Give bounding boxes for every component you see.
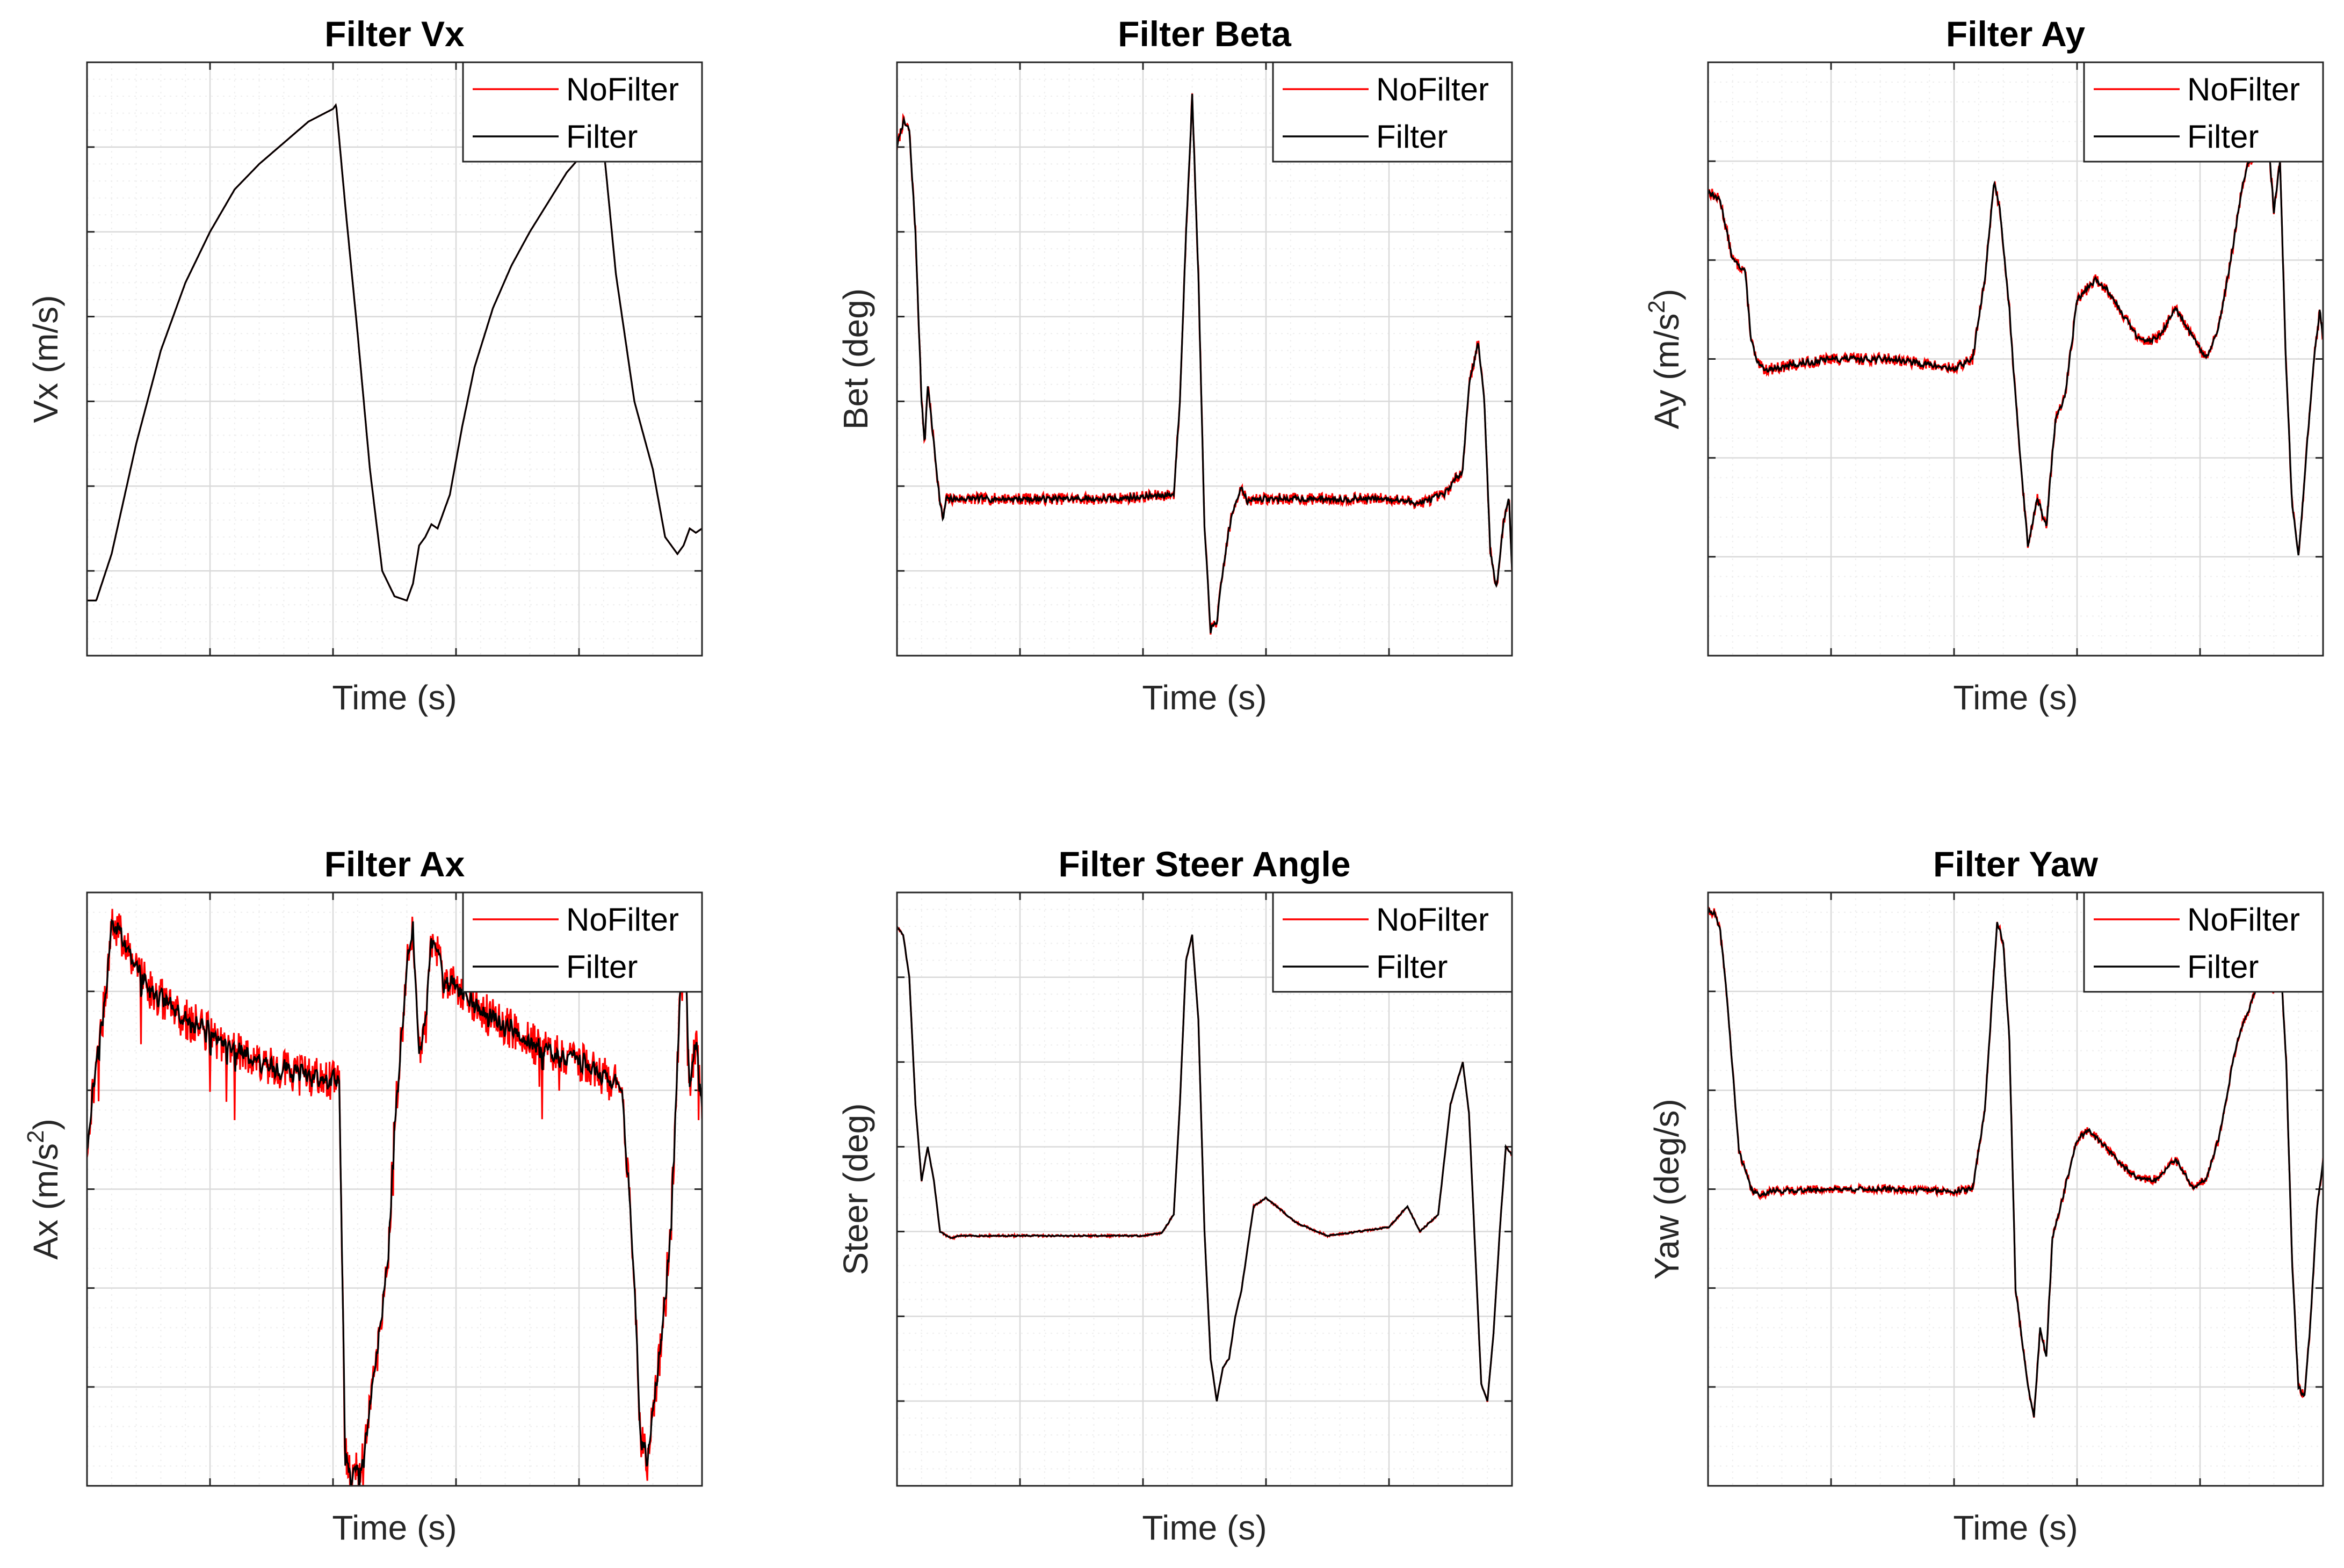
axes-frame <box>1707 891 2324 1487</box>
legend-label-filter: Filter <box>1376 119 1448 155</box>
chart-6: NoFilter Filter Filter Yaw Time (s) Yaw (deg… <box>1647 844 2324 1547</box>
series-filter-line <box>1708 128 2323 556</box>
legend-label-filter: Filter <box>566 949 638 985</box>
chart-title: Filter Yaw <box>1933 844 2099 884</box>
y-axis-label-text: Yaw (deg/s) <box>1647 1099 1686 1280</box>
legend: NoFilter Filter <box>462 891 703 993</box>
chart-title: Filter Vx <box>324 14 465 54</box>
chart-5: NoFilter Filter Filter Steer Angle Time (s)… <box>836 844 1513 1547</box>
y-axis-label-tail: ) <box>26 1119 65 1130</box>
legend-box <box>1272 891 1513 993</box>
legend-box <box>462 891 703 993</box>
legend-label-nofilter: NoFilter <box>566 902 679 938</box>
legend-label-nofilter: NoFilter <box>2187 71 2300 107</box>
chart-1: NoFilter Filter Filter Vx Time (s) Vx (m/s) <box>26 14 703 717</box>
x-axis-label: Time (s) <box>1953 1508 2078 1547</box>
grid <box>87 892 702 1486</box>
x-axis-label: Time (s) <box>1142 678 1267 717</box>
axes-frame <box>86 61 703 657</box>
axes-frame <box>896 61 1513 657</box>
series-filter-line <box>87 918 702 1486</box>
legend-label-filter: Filter <box>2187 119 2259 155</box>
axes-frame <box>896 891 1513 1487</box>
grid <box>87 62 702 656</box>
legend-box <box>2083 891 2324 993</box>
axes-frame <box>86 891 703 1487</box>
legend-label-nofilter: NoFilter <box>1376 902 1489 938</box>
series-filter-line <box>1708 907 2323 1418</box>
chart-title: Filter Ay <box>1946 14 2085 54</box>
x-axis-label: Time (s) <box>1953 678 2078 717</box>
legend-box <box>1272 61 1513 163</box>
y-axis-label-text: Ax (m/s <box>26 1143 65 1260</box>
chart-title: Filter Steer Angle <box>1058 844 1350 884</box>
axes-frame <box>1707 61 2324 657</box>
y-axis-label: Steer (deg) <box>836 1103 875 1275</box>
legend: NoFilter Filter <box>462 61 703 163</box>
x-axis-label: Time (s) <box>332 678 457 717</box>
series-filter-line <box>897 93 1512 634</box>
y-axis-label-text: Vx (m/s) <box>26 295 65 423</box>
legend-label-filter: Filter <box>566 119 638 155</box>
legend-label-nofilter: NoFilter <box>2187 902 2300 938</box>
y-axis-label-superscript: 2 <box>1644 300 1670 313</box>
y-axis-label-superscript: 2 <box>23 1130 49 1143</box>
legend: NoFilter Filter <box>2083 61 2324 163</box>
legend: NoFilter Filter <box>1272 891 1513 993</box>
legend-box <box>462 61 703 163</box>
legend-label-nofilter: NoFilter <box>566 71 679 107</box>
x-axis-label: Time (s) <box>332 1508 457 1547</box>
chart-title: Filter Ax <box>324 844 465 884</box>
legend-label-nofilter: NoFilter <box>1376 71 1489 107</box>
chart-2: NoFilter Filter Filter Beta Time (s) Bet (de… <box>836 14 1513 717</box>
chart-4: NoFilter Filter Filter Ax Time (s) Ax (m/s2) <box>23 844 703 1547</box>
y-axis-label-tail: ) <box>1647 289 1686 300</box>
legend-label-filter: Filter <box>2187 949 2259 985</box>
y-axis-label-text: Bet (deg) <box>836 288 875 430</box>
legend: NoFilter Filter <box>1272 61 1513 163</box>
legend-label-filter: Filter <box>1376 949 1448 985</box>
chart-3: NoFilter Filter Filter Ay Time (s) Ay (m/s2) <box>1644 14 2324 717</box>
legend-box <box>2083 61 2324 163</box>
chart-title: Filter Beta <box>1118 14 1292 54</box>
grid <box>897 62 1512 656</box>
y-axis-label: Ax (m/s2) <box>23 1119 65 1260</box>
y-axis-label: Bet (deg) <box>836 288 875 430</box>
y-axis-label: Yaw (deg/s) <box>1647 1099 1686 1280</box>
y-axis-label-text: Ay (m/s <box>1647 314 1686 430</box>
y-axis-label-text: Steer (deg) <box>836 1103 875 1275</box>
y-axis-label: Ay (m/s2) <box>1644 289 1686 430</box>
y-axis-label: Vx (m/s) <box>26 295 65 423</box>
legend: NoFilter Filter <box>2083 891 2324 993</box>
x-axis-label: Time (s) <box>1142 1508 1267 1547</box>
series-filter-line <box>897 926 1512 1402</box>
